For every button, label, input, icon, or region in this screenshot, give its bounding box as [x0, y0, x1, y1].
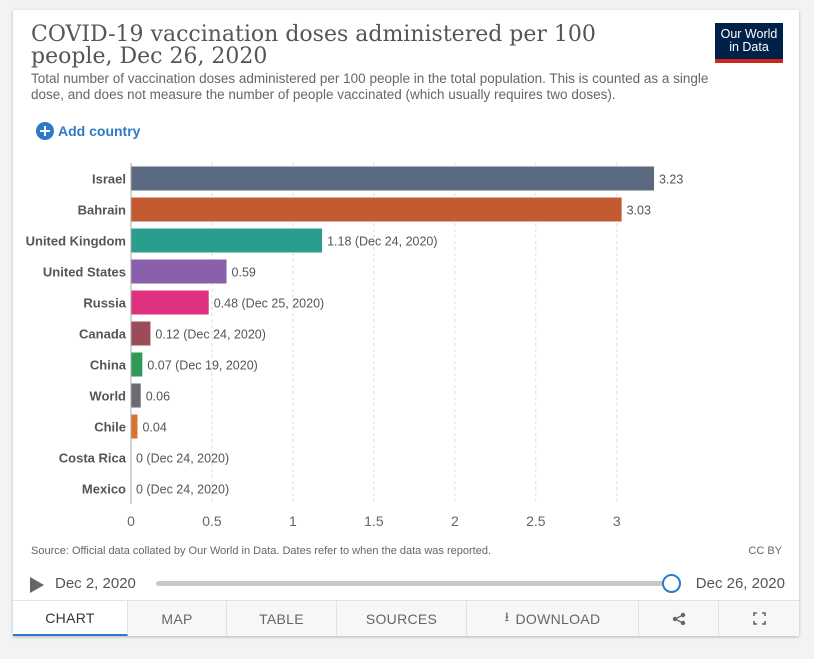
tab-table[interactable]: TABLE — [227, 601, 337, 636]
value-label: 1.18 (Dec 24, 2020) — [327, 235, 438, 249]
chart-title: COVID-19 vaccination doses administered … — [31, 22, 596, 69]
logo-line-2: in Data — [729, 40, 769, 54]
value-label: 0 (Dec 24, 2020) — [136, 483, 229, 497]
x-tick-label: 2.5 — [526, 513, 546, 529]
value-label: 0.07 (Dec 19, 2020) — [147, 359, 257, 373]
value-label: 0.59 — [232, 266, 256, 280]
category-label: China — [90, 358, 127, 373]
value-label: 0 (Dec 24, 2020) — [136, 452, 229, 466]
tab-download-label: DOWNLOAD — [515, 610, 601, 627]
plus-circle-icon — [36, 122, 54, 140]
tab-sources[interactable]: SOURCES — [337, 601, 467, 636]
timeline-handle[interactable] — [662, 574, 681, 593]
fullscreen-button[interactable] — [719, 601, 799, 636]
tab-map-label: MAP — [161, 610, 193, 627]
tab-map[interactable]: MAP — [128, 601, 227, 636]
x-tick-label: 3 — [613, 513, 621, 529]
x-tick-label: 1.5 — [364, 513, 384, 529]
bar — [131, 197, 622, 222]
logo-line-1: Our World — [720, 27, 778, 41]
license-link[interactable]: CC BY — [748, 545, 782, 557]
add-country-button[interactable]: Add country — [36, 122, 140, 140]
value-label: 0.12 (Dec 24, 2020) — [155, 328, 266, 342]
tab-table-label: TABLE — [259, 610, 304, 627]
owid-logo[interactable]: Our World in Data — [715, 23, 783, 63]
x-tick-label: 2 — [451, 513, 459, 529]
category-label: Mexico — [82, 482, 126, 497]
value-label: 0.06 — [146, 390, 170, 404]
category-label: Canada — [79, 327, 127, 342]
download-icon: ⭳ — [504, 608, 510, 624]
bar — [131, 352, 143, 377]
tab-sources-label: SOURCES — [365, 610, 438, 627]
add-country-label: Add country — [58, 123, 141, 139]
share-icon — [672, 612, 685, 625]
tab-bar: CHART MAP TABLE SOURCES ⭳ DOWNLOAD — [13, 600, 799, 636]
category-label: Bahrain — [78, 203, 126, 218]
bar — [131, 290, 209, 315]
source-note: Source: Official data collated by Our Wo… — [31, 545, 491, 557]
category-label: World — [89, 389, 126, 404]
bar — [131, 414, 138, 439]
category-label: Israel — [92, 172, 126, 187]
timeline-track[interactable] — [156, 581, 672, 586]
chart-subtitle: Total number of vaccination doses admini… — [31, 71, 709, 102]
chart-card: COVID-19 vaccination doses administered … — [13, 10, 799, 636]
bar — [131, 321, 151, 346]
bar — [131, 166, 654, 191]
tab-download[interactable]: ⭳ DOWNLOAD — [467, 601, 639, 636]
tab-chart[interactable]: CHART — [13, 601, 128, 636]
bar — [131, 228, 323, 253]
value-label: 0.48 (Dec 25, 2020) — [214, 297, 325, 311]
timeline: Dec 2, 2020 Dec 26, 2020 — [30, 572, 785, 596]
bar-chart: 0 0.5 1 1.5 2 2.5 3 Israel 3.23 Bahrain 3.03 United… — [26, 163, 683, 529]
bar — [131, 383, 141, 408]
x-tick-label: 0.5 — [202, 513, 222, 529]
bar — [131, 259, 227, 284]
category-label: Russia — [83, 296, 126, 311]
category-label: United Kingdom — [26, 234, 126, 249]
value-label: 3.23 — [659, 173, 683, 187]
category-label: United States — [43, 265, 126, 280]
timeline-end-date[interactable]: Dec 26, 2020 — [695, 575, 785, 592]
share-button[interactable] — [639, 601, 719, 636]
value-label: 0.04 — [142, 421, 166, 435]
x-tick-label: 0 — [127, 513, 135, 529]
fullscreen-icon — [752, 612, 766, 625]
timeline-start-date[interactable]: Dec 2, 2020 — [55, 575, 136, 592]
value-label: 3.03 — [627, 204, 651, 218]
play-icon[interactable] — [30, 577, 44, 593]
tab-chart-label: CHART — [45, 609, 95, 626]
x-tick-label: 1 — [289, 513, 297, 529]
category-label: Costa Rica — [59, 451, 127, 466]
category-label: Chile — [94, 420, 126, 435]
